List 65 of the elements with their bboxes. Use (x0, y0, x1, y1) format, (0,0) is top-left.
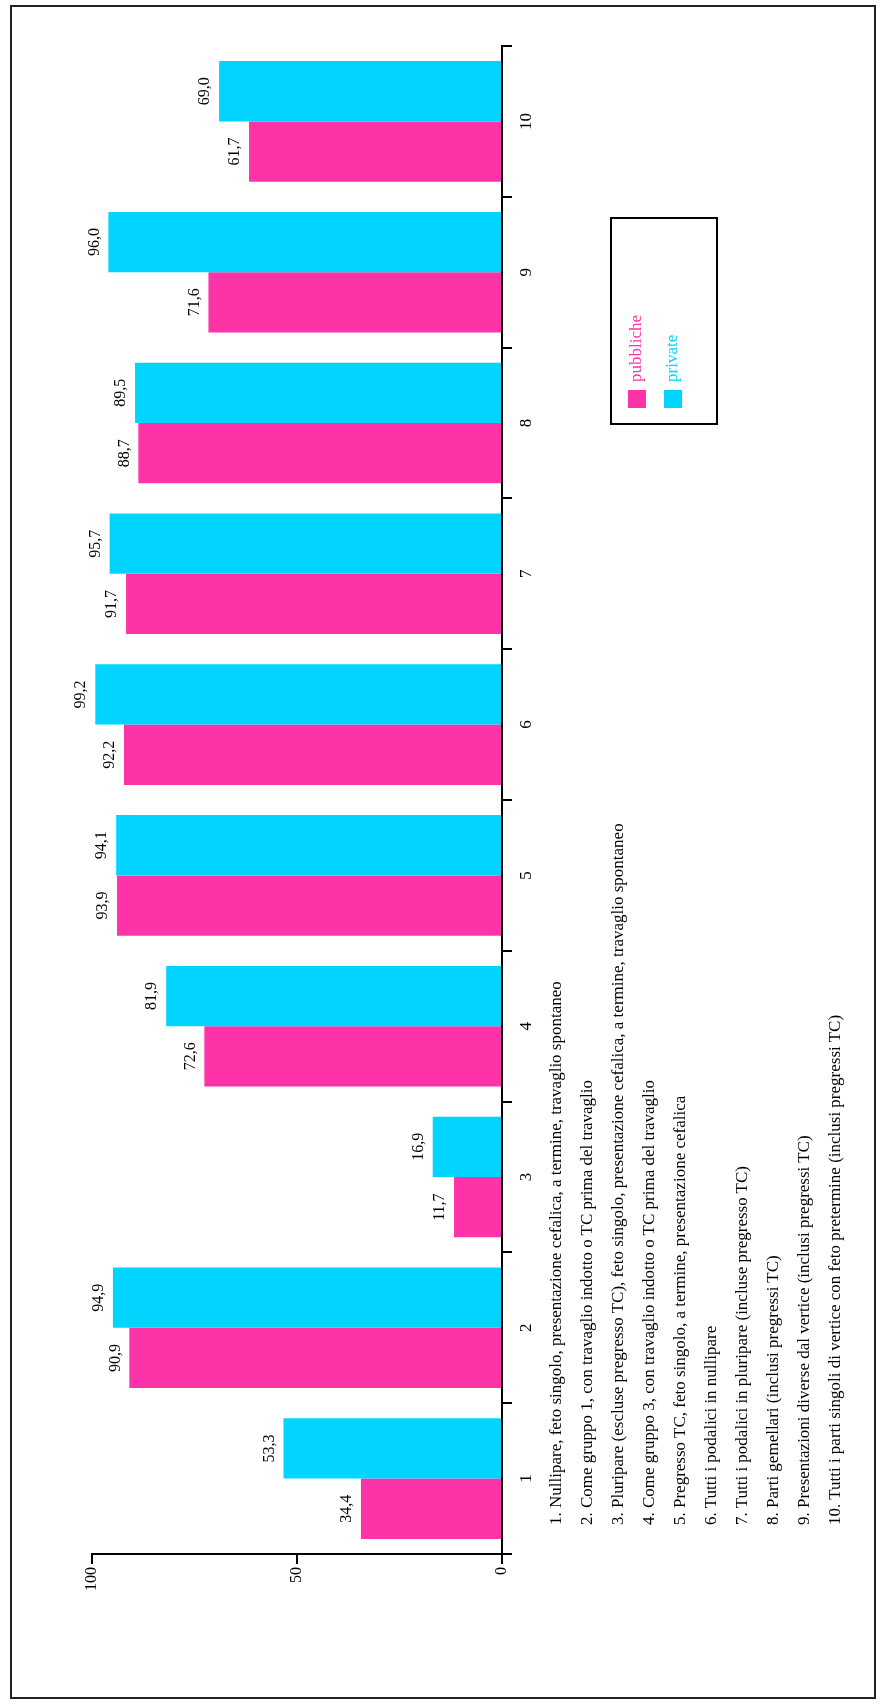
y-tick-label: 9 (515, 267, 535, 277)
data-label: 95,7 (85, 529, 103, 558)
text: 8. Parti gemellari (inclusi pregressi TC) (762, 1254, 783, 1525)
text: 9. Presentazioni diverse dal vertice (inclusi pregressi TC) (793, 1134, 814, 1525)
text: pubbliche (626, 314, 646, 382)
y-tick-label: 10 (515, 112, 535, 130)
bar (135, 362, 501, 423)
x-tick-label: 100 (82, 1567, 100, 1591)
data-label: 94,1 (92, 831, 110, 860)
data-label: 34,4 (337, 1494, 355, 1523)
bar (112, 1267, 501, 1328)
data-label: 16,9 (408, 1132, 426, 1161)
y-tick-label: 5 (515, 871, 535, 880)
bar (208, 272, 501, 333)
data-label: 92,2 (100, 740, 118, 769)
bar (166, 965, 501, 1027)
y-tick-label: 8 (515, 418, 535, 428)
text: 10. Tutti i parti singoli di vertice con feto pretermine (inclusi pregressi TC) (824, 1013, 845, 1525)
text: 4. Come gruppo 3, con travaglio indotto o TC prima del travaglio (638, 1079, 659, 1525)
bar (219, 61, 501, 122)
data-label: 99,2 (71, 680, 89, 709)
data-label: 89,5 (111, 378, 129, 407)
x-tick-label: 50 (287, 1567, 305, 1583)
bar (126, 573, 501, 635)
bar (109, 513, 501, 574)
y-tick-label: 1 (515, 1474, 535, 1483)
data-label: 90,9 (105, 1343, 123, 1372)
text: 3. Pluripare (escluse pregresso TC), feto singolo, presentazione cefalica, a termine, travaglio spontaneo (607, 823, 628, 1525)
bar (249, 121, 501, 182)
bar (117, 875, 501, 936)
bar (95, 664, 501, 725)
text: 2. Come gruppo 1, con travaglio indotto o TC prima del travaglio (576, 1079, 597, 1525)
bar (204, 1026, 501, 1087)
bar (116, 815, 501, 876)
text: private (662, 334, 682, 382)
bar (454, 1177, 501, 1238)
bar (138, 423, 501, 484)
data-label: 72,6 (180, 1042, 198, 1071)
data-label: 96,0 (84, 228, 102, 257)
data-label: 93,9 (93, 891, 111, 920)
data-label: 94,9 (89, 1283, 107, 1312)
y-tick-label: 2 (515, 1323, 535, 1333)
bar (108, 211, 501, 273)
data-label: 11,7 (430, 1193, 448, 1221)
x-tick-label: 0 (492, 1567, 510, 1575)
data-label: 71,6 (184, 288, 202, 317)
text: 6. Tutti i podalici in nullipare (700, 1324, 721, 1525)
data-label: 91,7 (102, 589, 120, 618)
y-tick-label: 4 (515, 1021, 535, 1031)
data-label: 88,7 (114, 439, 132, 468)
data-label: 53,3 (259, 1434, 277, 1463)
text: 5. Pregresso TC, feto singolo, a termine, presentazione cefalica (669, 1094, 690, 1525)
data-label: 81,9 (142, 982, 160, 1011)
data-label: 69,0 (195, 77, 213, 106)
bar (129, 1327, 501, 1389)
bar (283, 1418, 501, 1479)
y-tick-label: 7 (515, 569, 535, 579)
y-tick-label: 6 (515, 720, 535, 729)
bar (360, 1478, 501, 1539)
y-tick-label: 3 (515, 1172, 535, 1182)
bar (432, 1116, 501, 1177)
text: 7. Tutti i podalici in pluripare (incluse pregresso TC) (731, 1165, 752, 1525)
bar (123, 724, 501, 785)
text: 1. Nullipare, feto singolo, presentazione cefalica, a termine, travaglio spontaneo (545, 980, 566, 1525)
data-label: 61,7 (225, 137, 243, 166)
